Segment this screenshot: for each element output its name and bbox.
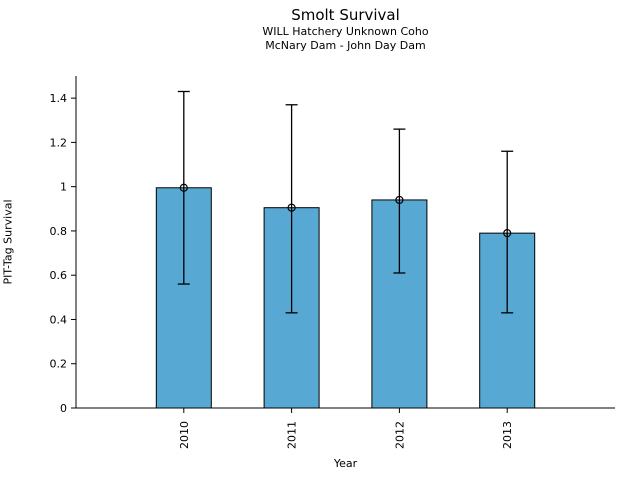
chart-subtitle-line2: McNary Dam - John Day Dam [265,38,426,52]
x-axis-label: Year [333,457,358,470]
title-block: Smolt Survival WILL Hatchery Unknown Coh… [76,6,615,52]
y-tick-label: 0.8 [50,225,68,238]
point-marker-2010 [179,183,188,192]
chart-subtitle-line1: WILL Hatchery Unknown Coho [262,24,429,38]
y-tick-label: 1.2 [50,136,68,149]
y-tick-label: 0.4 [50,313,68,326]
y-tick-label: 0 [60,402,67,415]
point-marker-2011 [287,203,296,212]
x-tick-label-2013: 2013 [501,421,514,449]
y-tick-label: 1.4 [50,92,68,105]
y-tick-label: 0.2 [50,358,68,371]
y-tick-label: 0.6 [50,269,68,282]
x-tick-label-2011: 2011 [286,421,299,449]
point-marker-2013 [503,229,512,238]
x-tick-label-2012: 2012 [393,421,406,449]
y-tick-label: 1 [60,181,67,194]
x-tick-label-2010: 2010 [178,421,191,449]
point-marker-2012 [395,195,404,205]
chart-title: Smolt Survival [291,6,400,24]
